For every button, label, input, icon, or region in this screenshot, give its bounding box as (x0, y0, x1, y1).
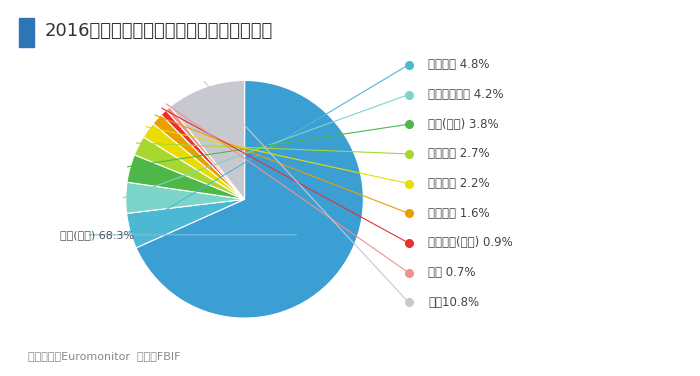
Text: 雀巢(中国) 68.3%: 雀巢(中国) 68.3% (60, 230, 134, 240)
Text: 味全 0.7%: 味全 0.7% (428, 266, 475, 279)
Wedge shape (161, 110, 244, 199)
Wedge shape (144, 124, 244, 199)
Wedge shape (126, 182, 244, 214)
Wedge shape (134, 137, 244, 199)
Text: 北京汇源 4.8%: 北京汇源 4.8% (428, 58, 489, 71)
Text: 数据来源：Euromonitor  制图：FBIF: 数据来源：Euromonitor 制图：FBIF (28, 351, 181, 361)
Text: 统一(中国) 3.8%: 统一(中国) 3.8% (428, 118, 498, 131)
Wedge shape (153, 115, 244, 199)
Text: 2016年中国咖啡即饮市场市场占有率百分比: 2016年中国咖啡即饮市场市场占有率百分比 (45, 22, 273, 40)
Text: 可口可乐中国 4.2%: 可口可乐中国 4.2% (428, 88, 504, 101)
Wedge shape (127, 155, 244, 199)
Text: 顶新国际 2.7%: 顶新国际 2.7% (428, 147, 490, 161)
Text: 百佳四洲(苏州) 0.9%: 百佳四洲(苏州) 0.9% (428, 237, 513, 249)
Text: 中国旺旺 1.6%: 中国旺旺 1.6% (428, 207, 490, 220)
Wedge shape (166, 107, 244, 199)
Wedge shape (136, 80, 363, 318)
Text: 华润麒麟 2.2%: 华润麒麟 2.2% (428, 177, 490, 190)
Text: 其他10.8%: 其他10.8% (428, 296, 480, 309)
Wedge shape (127, 199, 244, 248)
Wedge shape (170, 80, 244, 199)
Bar (20, 18, 34, 47)
